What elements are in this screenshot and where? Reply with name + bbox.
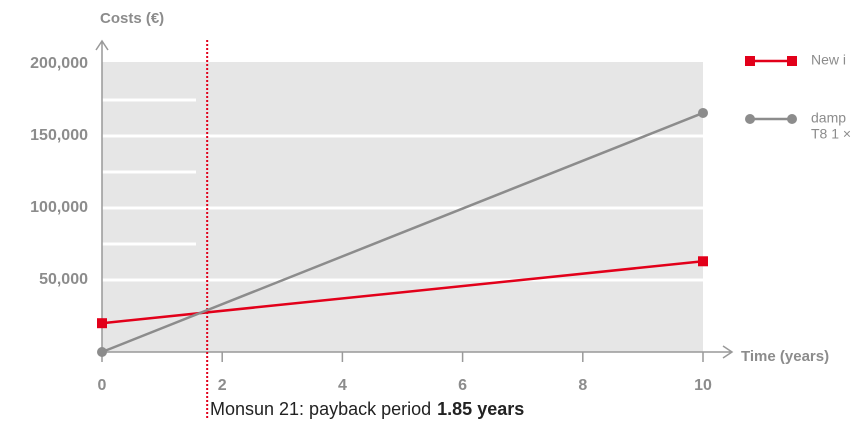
x-tick-label: 8 <box>578 377 587 394</box>
y-axis-label: Costs (€) <box>100 10 164 27</box>
x-tick-label: 10 <box>694 377 712 394</box>
y-tick-label: 150,000 <box>30 127 88 144</box>
annotation-text: Monsun 21: payback period <box>210 399 431 419</box>
x-tick-label: 0 <box>98 377 107 394</box>
marker <box>97 318 107 329</box>
annotation-bold: 1.85 years <box>437 399 524 419</box>
legend-label: T8 1 × <box>811 126 851 142</box>
legend-marker <box>787 114 797 124</box>
annotation: Monsun 21: payback period 1.85 years <box>210 399 524 419</box>
x-axis-label: Time (years) <box>741 348 829 365</box>
y-tick-label: 200,000 <box>30 55 88 72</box>
x-tick-label: 4 <box>338 377 347 394</box>
legend-label: New i <box>811 52 846 68</box>
legend-marker <box>745 114 755 124</box>
x-tick-label: 2 <box>218 377 227 394</box>
legend-label: damp <box>811 110 846 126</box>
line <box>101 111 704 354</box>
x-tick-label: 6 <box>458 377 467 394</box>
marker <box>97 347 107 357</box>
marker <box>698 256 708 267</box>
legend-marker <box>745 56 755 66</box>
legend-marker <box>787 56 797 66</box>
marker <box>698 107 708 118</box>
y-tick-label: 100,000 <box>30 199 88 216</box>
y-tick-label: 50,000 <box>39 271 88 288</box>
